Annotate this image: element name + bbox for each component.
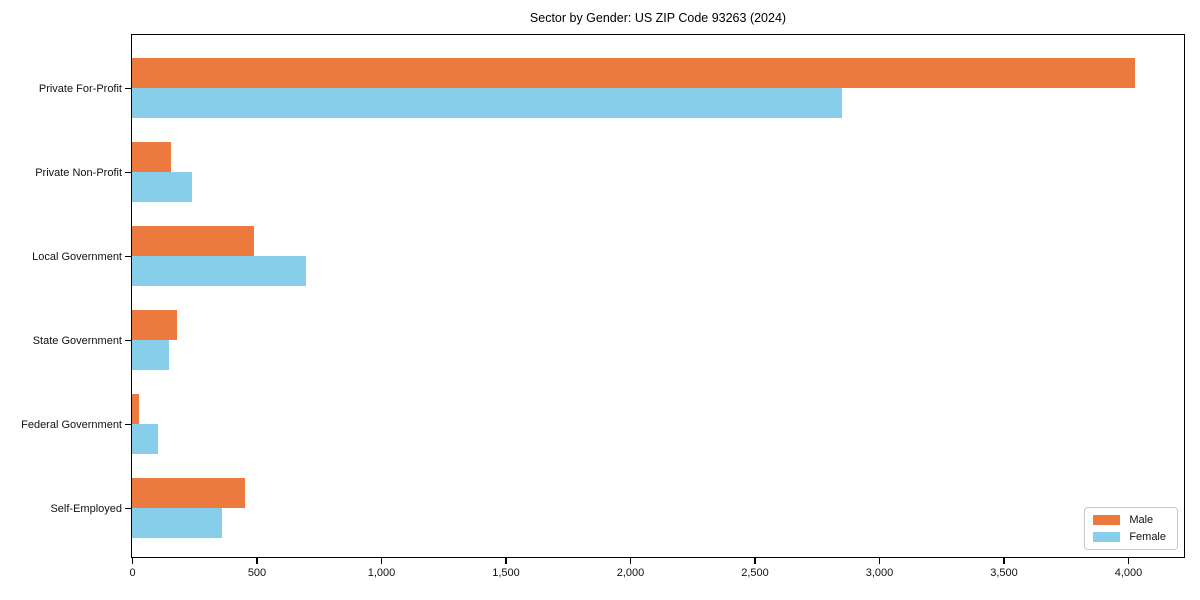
legend-label-female: Female: [1129, 531, 1166, 543]
bar-female-2: [132, 256, 307, 286]
xtick-label-0: 0: [129, 567, 136, 579]
xtick-label-6: 3,000: [865, 567, 894, 579]
xtick-mark-7: [1003, 558, 1005, 564]
xtick-mark-2: [380, 558, 383, 564]
bar-male-0: [132, 58, 1136, 88]
bar-male-3: [132, 310, 177, 340]
legend-item-female: Female: [1093, 531, 1166, 543]
bar-male-2: [132, 226, 254, 256]
bar-female-0: [132, 88, 842, 118]
ytick-label-1: Private Non-Profit: [35, 166, 122, 179]
bar-male-5: [132, 478, 246, 508]
ytick-mark-1: [125, 171, 131, 174]
xtick-label-2: 1,000: [367, 567, 396, 579]
bar-female-4: [132, 424, 159, 454]
ytick-mark-2: [125, 255, 131, 258]
chart-title: Sector by Gender: US ZIP Code 93263 (202…: [529, 11, 787, 25]
ytick-mark-4: [125, 423, 131, 426]
legend-label-male: Male: [1129, 514, 1154, 526]
xtick-label-5: 2,500: [741, 567, 769, 579]
bar-female-3: [132, 340, 170, 370]
legend-item-male: Male: [1093, 514, 1166, 526]
bar-male-4: [132, 394, 140, 424]
xtick-mark-1: [256, 558, 258, 564]
xtick-mark-8: [1127, 558, 1130, 564]
legend-swatch-female: [1093, 532, 1121, 542]
legend-swatch-male: [1093, 515, 1121, 525]
bar-male-1: [132, 142, 171, 172]
xtick-mark-0: [131, 558, 134, 564]
xtick-mark-3: [505, 558, 507, 564]
xtick-label-4: 2,000: [616, 567, 645, 579]
xtick-label-8: 4,000: [1114, 567, 1143, 579]
xtick-label-3: 1,500: [492, 567, 520, 579]
xtick-mark-4: [629, 558, 632, 564]
xtick-mark-5: [754, 558, 756, 564]
legend: Male Female: [1084, 507, 1178, 550]
xtick-label-7: 3,500: [990, 567, 1018, 579]
ytick-label-2: Local Government: [32, 250, 122, 263]
ytick-label-5: Self-Employed: [50, 502, 122, 515]
ytick-label-4: Federal Government: [21, 418, 122, 431]
xtick-label-1: 500: [247, 567, 267, 579]
bar-female-1: [132, 172, 192, 202]
ytick-mark-5: [125, 507, 131, 510]
ytick-mark-0: [125, 87, 131, 90]
xtick-mark-6: [878, 558, 881, 564]
bar-female-5: [132, 508, 222, 538]
ytick-label-3: State Government: [32, 334, 122, 347]
plot-area: Male Female: [131, 34, 1185, 558]
ytick-mark-3: [125, 339, 131, 342]
ytick-label-0: Private For-Profit: [38, 82, 122, 95]
